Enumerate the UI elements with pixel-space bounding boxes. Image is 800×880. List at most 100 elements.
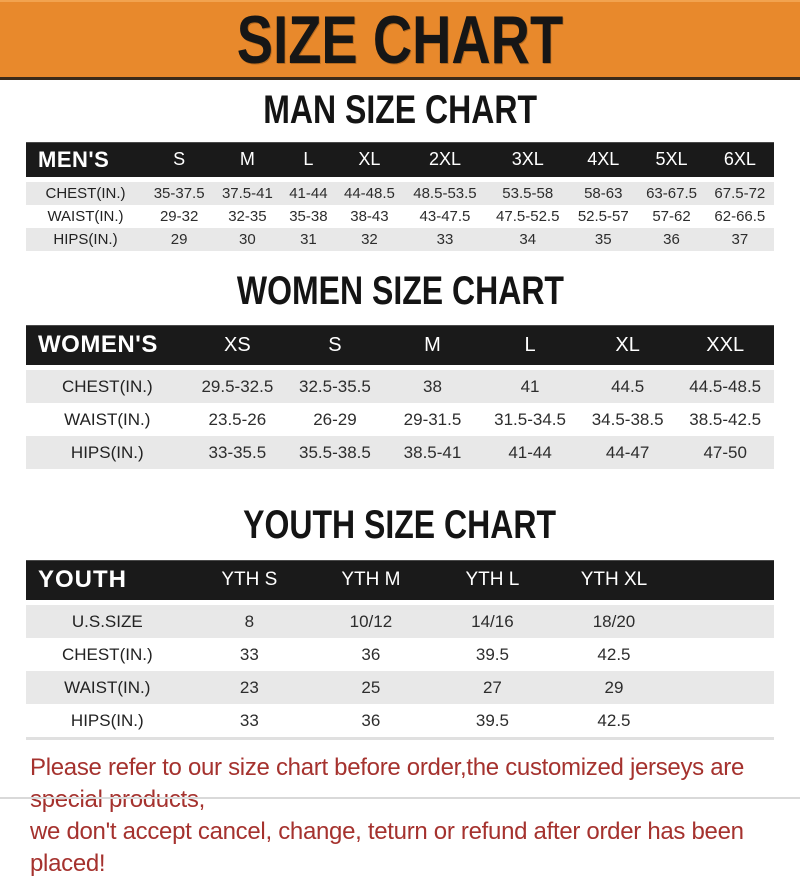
value-cell: 31.5-34.5 [481,403,579,436]
table-row: WAIST(IN.) 23.5-26 26-29 29-31.5 31.5-34.5 34… [26,403,774,436]
column-header-cell: M [213,142,282,182]
section-youth: YOUTH SIZE CHART YOUTH YTH S YTH M YTH L YTH… [0,505,800,740]
row-label-cell: WAIST(IN.) [26,205,145,228]
footer-notice: Please refer to our size chart before or… [30,752,800,880]
value-cell: 41-44 [481,436,579,469]
value-cell: 67.5-72 [705,179,774,205]
column-header-cell: 5XL [637,142,706,182]
value-cell: 37.5-41 [213,179,282,205]
value-cell: 35-38 [281,205,336,228]
value-cell: 58-63 [569,179,638,205]
table-row: HIPS(IN.) 29 30 31 32 33 34 35 36 37 [26,228,774,251]
table-row: CHEST(IN.) 33 36 39.5 42.5 [26,638,774,671]
value-cell: 52.5-57 [569,205,638,228]
table-row: WAIST(IN.) 29-32 32-35 35-38 38-43 43-47.5 47.… [26,205,774,228]
table-row: U.S.SIZE 8 10/12 14/16 18/20 [26,602,774,638]
men-section-heading-text: MAN SIZE CHART [263,88,537,132]
value-cell: 38 [383,367,482,403]
column-header-cell: M [383,325,482,370]
column-header-cell: 2XL [403,142,487,182]
value-cell: 14/16 [431,602,554,638]
value-cell: 47.5-52.5 [486,205,570,228]
value-cell: 26-29 [286,403,384,436]
value-cell: 32 [335,228,404,251]
banner-title: SIZE CHART [236,1,564,78]
header-row: WOMEN'S XS S M L XL XXL [26,325,774,370]
youth-size-table: YOUTH YTH S YTH M YTH L YTH XL U.S.SIZE 8 10/12… [26,560,774,740]
section-men: MAN SIZE CHART MEN'S S M L XL 2XL 3XL 4XL 5XL 6XL… [0,90,800,251]
value-cell: 34.5-38.5 [578,403,677,436]
value-cell: 48.5-53.5 [403,179,487,205]
value-cell: 36 [310,704,432,739]
value-cell: 29 [553,671,675,704]
column-header-cell: 4XL [569,142,638,182]
header-row: YOUTH YTH S YTH M YTH L YTH XL [26,560,774,605]
value-cell: 23.5-26 [188,403,287,436]
row-label-cell: WAIST(IN.) [26,403,189,436]
notice-line-1: Please refer to our size chart before or… [30,754,745,813]
value-cell: 42.5 [553,704,675,739]
value-cell: 25 [310,671,432,704]
column-header-cell: XXL [676,325,774,370]
value-cell: 44.5 [578,367,677,403]
table-row: CHEST(IN.) 35-37.5 37.5-41 41-44 44-48.5 48.5… [26,179,774,205]
notice-line-2: we don't accept cancel, change, teturn o… [30,818,744,877]
bottom-divider [0,797,800,799]
value-cell: 57-62 [637,205,706,228]
row-label-cell: U.S.SIZE [26,602,189,638]
value-cell: 35 [569,228,638,251]
value-cell: 38-43 [335,205,404,228]
table-row: WAIST(IN.) 23 25 27 29 [26,671,774,704]
women-section-heading-text: WOMEN SIZE CHART [236,269,564,313]
value-cell: 10/12 [310,602,432,638]
section-women: WOMEN SIZE CHART WOMEN'S XS S M L XL XXL CHEST(… [0,271,800,469]
column-header-cell: YTH L [431,560,554,605]
value-cell: 37 [705,228,774,251]
filler-cell [674,704,774,739]
row-label-cell: CHEST(IN.) [26,179,145,205]
value-cell: 35.5-38.5 [286,436,384,469]
value-cell: 39.5 [431,638,554,671]
column-header-cell: L [481,325,579,370]
column-header-cell: YTH XL [553,560,675,605]
value-cell: 44-47 [578,436,677,469]
value-cell: 44.5-48.5 [676,367,774,403]
value-cell: 32.5-35.5 [286,367,384,403]
value-cell: 27 [431,671,554,704]
value-cell: 33 [188,704,311,739]
value-cell: 38.5-41 [383,436,482,469]
filler-cell [674,671,774,704]
men-section-heading: MAN SIZE CHART [0,90,800,130]
column-header-cell: XL [578,325,677,370]
column-header-cell: S [145,142,214,182]
header-row: MEN'S S M L XL 2XL 3XL 4XL 5XL 6XL [26,142,774,182]
value-cell: 63-67.5 [637,179,706,205]
table-title-cell: WOMEN'S [26,325,189,370]
row-label-cell: CHEST(IN.) [26,638,189,671]
row-label-cell: HIPS(IN.) [26,228,145,251]
value-cell: 38.5-42.5 [676,403,774,436]
table-row: CHEST(IN.) 29.5-32.5 32.5-35.5 38 41 44.5 44.5… [26,367,774,403]
table-title-cell: MEN'S [26,142,145,182]
filler-cell [674,602,774,638]
value-cell: 39.5 [431,704,554,739]
value-cell: 36 [310,638,432,671]
value-cell: 44-48.5 [335,179,404,205]
column-header-cell: YTH M [310,560,432,605]
value-cell: 43-47.5 [403,205,487,228]
filler-cell [674,638,774,671]
value-cell: 32-35 [213,205,282,228]
value-cell: 8 [188,602,311,638]
women-size-table: WOMEN'S XS S M L XL XXL CHEST(IN.) 29.5-32.5 32.5… [26,325,774,469]
banner: SIZE CHART [0,0,800,80]
value-cell: 18/20 [553,602,675,638]
value-cell: 33-35.5 [188,436,287,469]
column-header-cell: L [281,142,336,182]
men-size-table: MEN'S S M L XL 2XL 3XL 4XL 5XL 6XL CHEST(IN.) 35-37… [26,142,774,251]
value-cell: 30 [213,228,282,251]
value-cell: 31 [281,228,336,251]
women-section-heading: WOMEN SIZE CHART [0,271,800,311]
value-cell: 35-37.5 [145,179,214,205]
table-row: HIPS(IN.) 33 36 39.5 42.5 [26,704,774,739]
